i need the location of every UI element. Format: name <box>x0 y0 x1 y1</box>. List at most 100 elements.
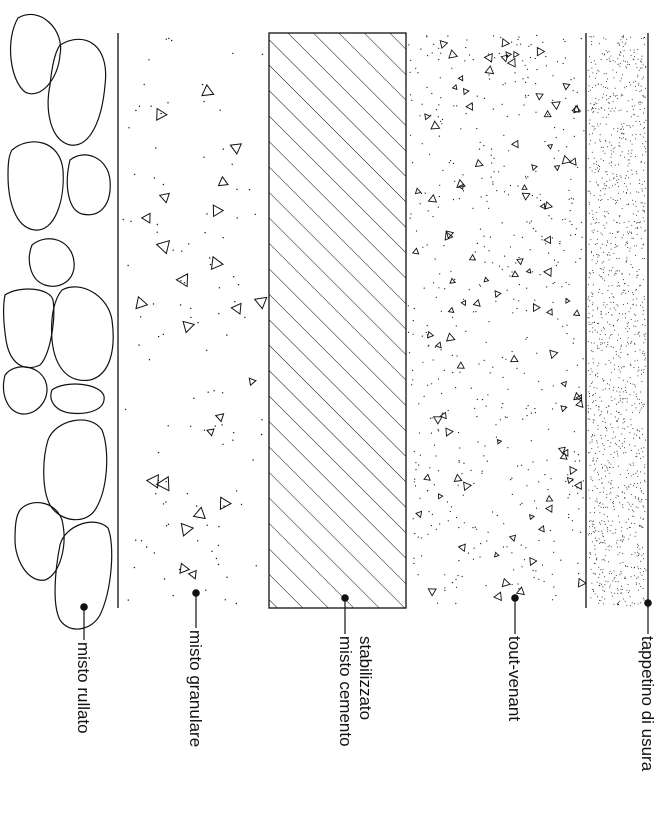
aggregate-dot <box>573 338 575 340</box>
aggregate-dot <box>617 426 619 428</box>
aggregate-dot <box>604 555 606 557</box>
aggregate-dot <box>554 281 556 283</box>
aggregate-dot <box>502 376 504 378</box>
aggregate-dot <box>595 212 597 213</box>
aggregate-dot <box>592 284 594 286</box>
aggregate-dot <box>617 63 619 65</box>
aggregate-dot <box>518 284 521 286</box>
aggregate-dot <box>640 85 642 87</box>
aggregate-dot <box>598 505 600 507</box>
aggregate-triangle <box>543 235 552 245</box>
aggregate-dot <box>567 474 569 476</box>
aggregate-dot <box>627 322 629 324</box>
aggregate-dot <box>165 501 167 503</box>
aggregate-dot <box>236 188 238 190</box>
aggregate-dot <box>592 480 594 482</box>
aggregate-dot <box>431 52 433 54</box>
aggregate-dot <box>630 483 632 485</box>
aggregate-dot <box>606 494 608 495</box>
aggregate-dot <box>215 557 218 560</box>
aggregate-dot <box>624 441 626 443</box>
aggregate-dot <box>478 363 480 365</box>
aggregate-dot <box>618 418 620 420</box>
aggregate-dot <box>639 525 641 527</box>
aggregate-dot <box>472 59 474 61</box>
aggregate-dot <box>431 417 433 419</box>
aggregate-dot <box>642 209 644 211</box>
aggregate-dot <box>632 292 633 294</box>
aggregate-dot <box>619 65 621 67</box>
aggregate-dot <box>451 67 453 69</box>
aggregate-dot <box>599 141 601 143</box>
aggregate-dot <box>625 42 627 44</box>
aggregate-dot <box>462 174 464 176</box>
aggregate-dot <box>603 73 605 75</box>
aggregate-dot <box>620 293 622 295</box>
aggregate-dot <box>596 181 598 183</box>
aggregate-dot <box>434 346 436 348</box>
aggregate-dot <box>635 289 637 291</box>
aggregate-dot <box>636 274 638 276</box>
aggregate-dot <box>201 83 204 86</box>
aggregate-dot <box>605 140 606 141</box>
aggregate-triangle <box>414 187 422 195</box>
aggregate-dot <box>587 190 589 192</box>
aggregate-dot <box>597 365 599 367</box>
aggregate-dot <box>589 212 590 214</box>
aggregate-dot <box>438 104 440 106</box>
aggregate-dot <box>627 331 629 332</box>
aggregate-dot <box>626 303 628 305</box>
aggregate-dot <box>624 283 626 285</box>
aggregate-dot <box>606 497 608 499</box>
aggregate-dot <box>526 485 528 487</box>
aggregate-dot <box>612 233 614 234</box>
aggregate-dot <box>633 575 635 577</box>
aggregate-dot <box>634 445 636 447</box>
aggregate-dot <box>518 114 520 116</box>
aggregate-dot <box>607 212 609 214</box>
aggregate-dot <box>569 220 571 222</box>
aggregate-dot <box>635 393 637 395</box>
aggregate-dot <box>602 86 604 88</box>
aggregate-dot <box>589 520 591 522</box>
aggregate-triangle <box>533 303 541 313</box>
aggregate-dot <box>601 596 603 598</box>
aggregate-dot <box>626 528 628 530</box>
aggregate-dot <box>599 542 601 544</box>
aggregate-triangle <box>537 525 545 533</box>
aggregate-dot <box>638 366 640 368</box>
aggregate-dot <box>557 261 559 263</box>
aggregate-dot <box>591 541 593 543</box>
aggregate-dot <box>626 605 628 607</box>
aggregate-dot <box>624 421 626 423</box>
aggregate-dot <box>529 56 532 59</box>
aggregate-dot <box>597 345 599 347</box>
aggregate-dot <box>566 298 568 300</box>
aggregate-triangle <box>426 330 435 339</box>
aggregate-dot <box>418 432 421 434</box>
aggregate-dot <box>602 466 604 468</box>
aggregate-dot <box>518 36 520 38</box>
aggregate-dot <box>155 493 157 495</box>
aggregate-dot <box>444 574 446 576</box>
aggregate-dot <box>572 90 574 92</box>
aggregate-dot <box>627 426 629 428</box>
aggregate-dot <box>605 38 607 40</box>
aggregate-dot <box>612 60 614 61</box>
aggregate-dot <box>616 94 618 96</box>
aggregate-dot <box>209 263 212 266</box>
aggregate-dot <box>644 108 645 110</box>
aggregate-dot <box>577 492 579 494</box>
aggregate-dot <box>231 163 233 165</box>
aggregate-dot <box>625 328 627 330</box>
aggregate-dot <box>609 586 611 588</box>
aggregate-dot <box>639 572 641 574</box>
aggregate-dot <box>622 422 624 424</box>
aggregate-dot <box>236 217 238 219</box>
aggregate-dot <box>488 74 490 76</box>
aggregate-dot <box>615 273 617 275</box>
aggregate-dot <box>414 485 417 487</box>
aggregate-dot <box>494 57 496 59</box>
aggregate-dot <box>592 327 594 329</box>
aggregate-dot <box>637 543 639 545</box>
